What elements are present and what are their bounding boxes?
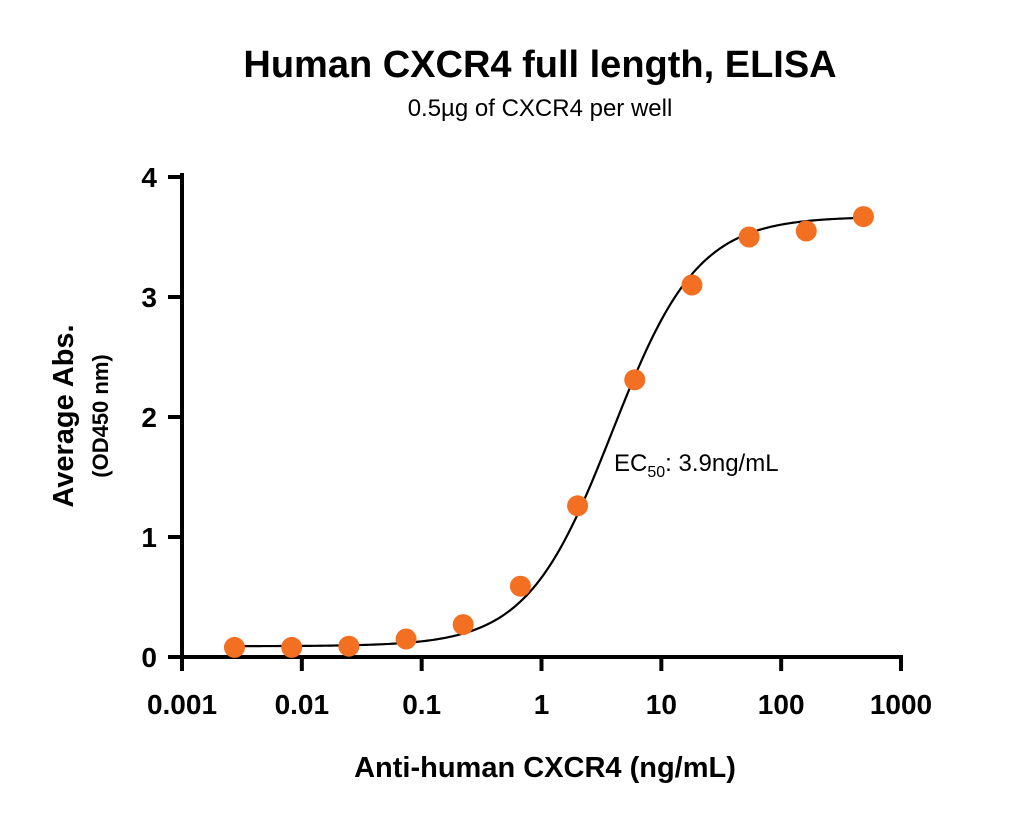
chart-title: Human CXCR4 full length, ELISA: [243, 44, 836, 86]
data-point: [509, 575, 531, 597]
y-tick-label: 3: [141, 282, 157, 313]
x-tick-label: 0.001: [147, 689, 217, 720]
data-point: [223, 636, 245, 658]
ec50-prefix: EC: [614, 450, 647, 477]
data-point: [338, 635, 360, 657]
ec50-annotation: EC50: 3.9ng/mL: [614, 450, 779, 481]
data-point: [681, 274, 703, 296]
fit-curve-layer: [234, 216, 864, 648]
data-point: [624, 369, 646, 391]
data-point: [395, 628, 417, 650]
data-point: [852, 206, 874, 228]
y-tick-label: 2: [141, 402, 157, 433]
x-tick-label: 1: [534, 689, 550, 720]
data-point: [738, 226, 760, 248]
x-tick-label: 0.01: [275, 689, 330, 720]
x-tick-label: 0.1: [402, 689, 441, 720]
x-axis-label: Anti-human CXCR4 (ng/mL): [354, 752, 736, 784]
data-point: [567, 495, 589, 517]
ec50-subscript: 50: [647, 464, 665, 481]
y-tick-label: 4: [141, 162, 157, 193]
y-axis-label: Average Abs.: [48, 324, 80, 507]
fit-curve: [234, 216, 864, 648]
data-points: [223, 206, 874, 658]
chart-subtitle: 0.5µg of CXCR4 per well: [408, 95, 673, 122]
y-tick-label: 1: [141, 522, 157, 553]
y-tick-label: 0: [141, 642, 157, 673]
ec50-value: : 3.9ng/mL: [665, 450, 778, 477]
x-tick-label: 10: [646, 689, 677, 720]
data-point: [452, 614, 474, 636]
x-tick-label: 100: [758, 689, 805, 720]
data-point: [795, 220, 817, 242]
axes: 0.001 0.01 0.1 1 10 100 1000 0 1 2 3 4: [141, 162, 932, 720]
data-point: [281, 636, 303, 658]
y-axis-sublabel: (OD450 nm): [88, 354, 113, 477]
x-tick-label: 1000: [870, 689, 932, 720]
